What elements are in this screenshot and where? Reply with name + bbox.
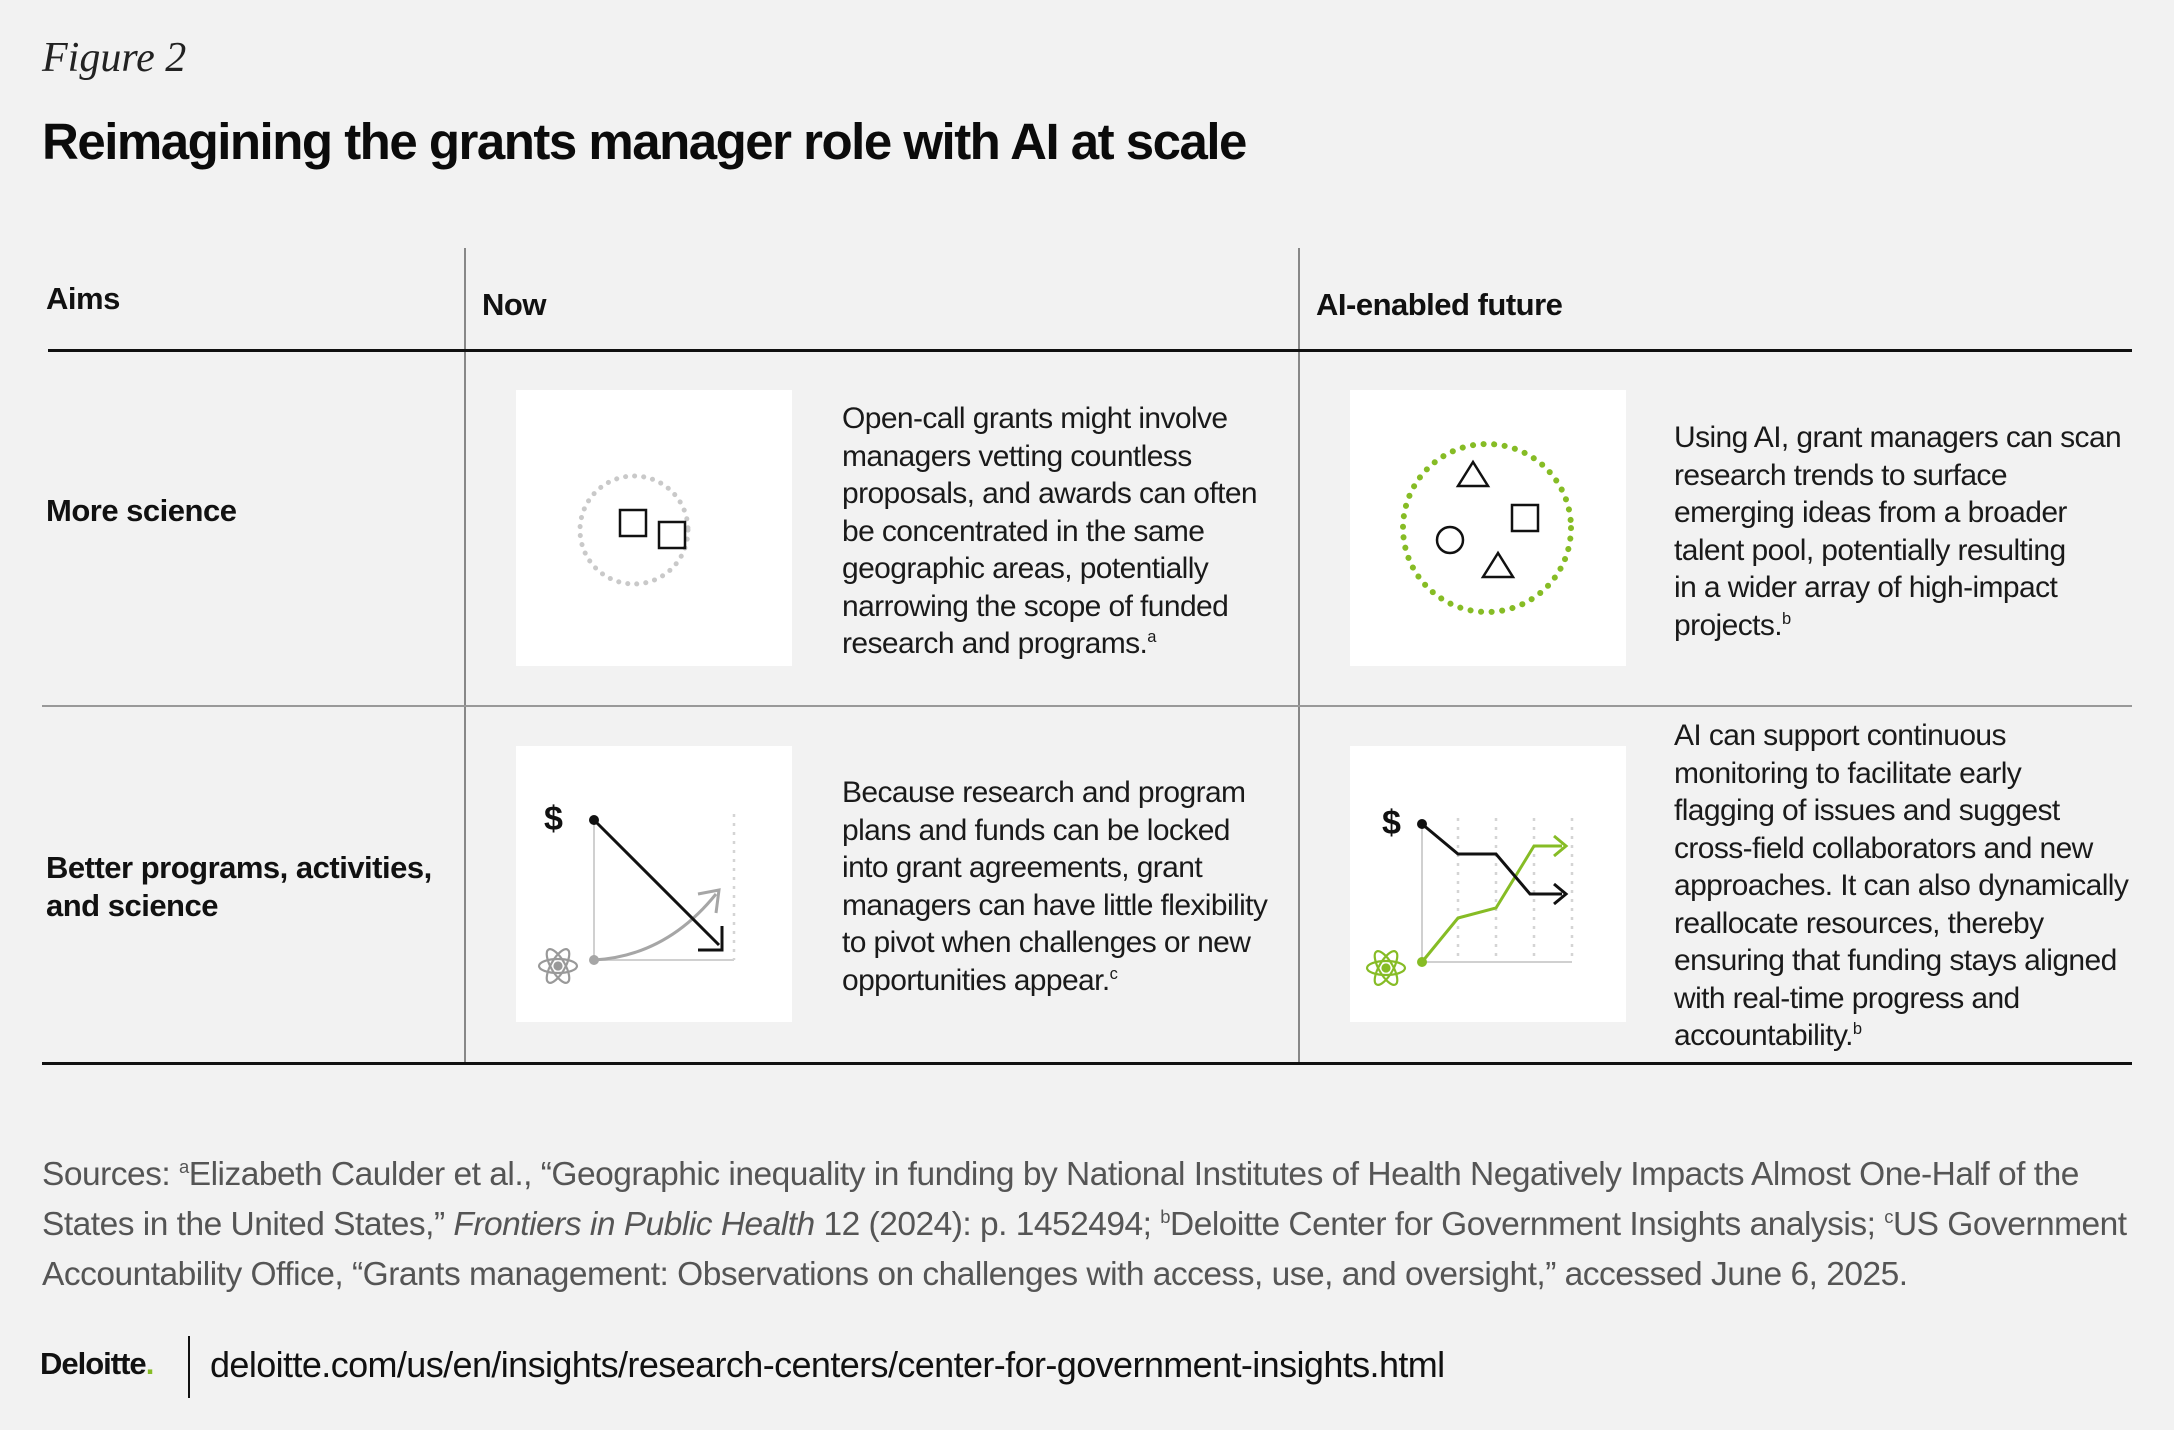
column-header-future: AI-enabled future [1316, 287, 1563, 322]
triangle-icon [1480, 550, 1516, 579]
now-locked-funding-chart-illustration: $ [516, 746, 792, 1022]
future-text-better-programs: AI can support continuous monitoring to … [1674, 719, 2129, 1052]
future-dynamic-reallocation-chart-illustration: $ [1350, 746, 1626, 1022]
square-icon [618, 508, 648, 538]
table-bottom-rule [42, 1062, 2132, 1065]
row-divider [42, 705, 2132, 707]
column-divider-1 [464, 248, 466, 1063]
row-label-more-science: More science [46, 493, 237, 528]
future-diverse-ideas-illustration [1350, 390, 1626, 666]
dollar-icon: $ [544, 800, 563, 838]
column-divider-2 [1298, 248, 1300, 1063]
now-text-better-programs: Because research and program plans and f… [842, 776, 1268, 997]
dollar-icon: $ [1382, 804, 1401, 842]
footer-divider [188, 1336, 190, 1398]
atom-icon [1365, 950, 1407, 986]
footer-url-link[interactable]: deloitte.com/us/en/insights/research-cen… [210, 1344, 1445, 1385]
square-icon [657, 520, 687, 550]
header-rule [48, 349, 2132, 352]
column-header-aims: Aims [46, 281, 120, 316]
deloitte-logo: Deloitte. [40, 1346, 154, 1381]
row-label-better-programs: Better programs, activities, and science [46, 850, 432, 923]
sources-note: Sources: aElizabeth Caulder et al., “Geo… [42, 1155, 2127, 1293]
atom-icon [537, 948, 579, 984]
square-icon [1510, 503, 1540, 533]
figure-label: Figure 2 [42, 35, 187, 81]
now-scattered-proposals-illustration [516, 390, 792, 666]
column-header-now: Now [482, 287, 546, 322]
page-title: Reimagining the grants manager role with… [42, 113, 1247, 170]
circle-icon [1435, 525, 1465, 555]
triangle-icon [1455, 459, 1491, 488]
future-text-more-science: Using AI, grant managers can scan resear… [1674, 421, 2122, 642]
now-text-more-science: Open-call grants might involve managers … [842, 402, 1258, 660]
